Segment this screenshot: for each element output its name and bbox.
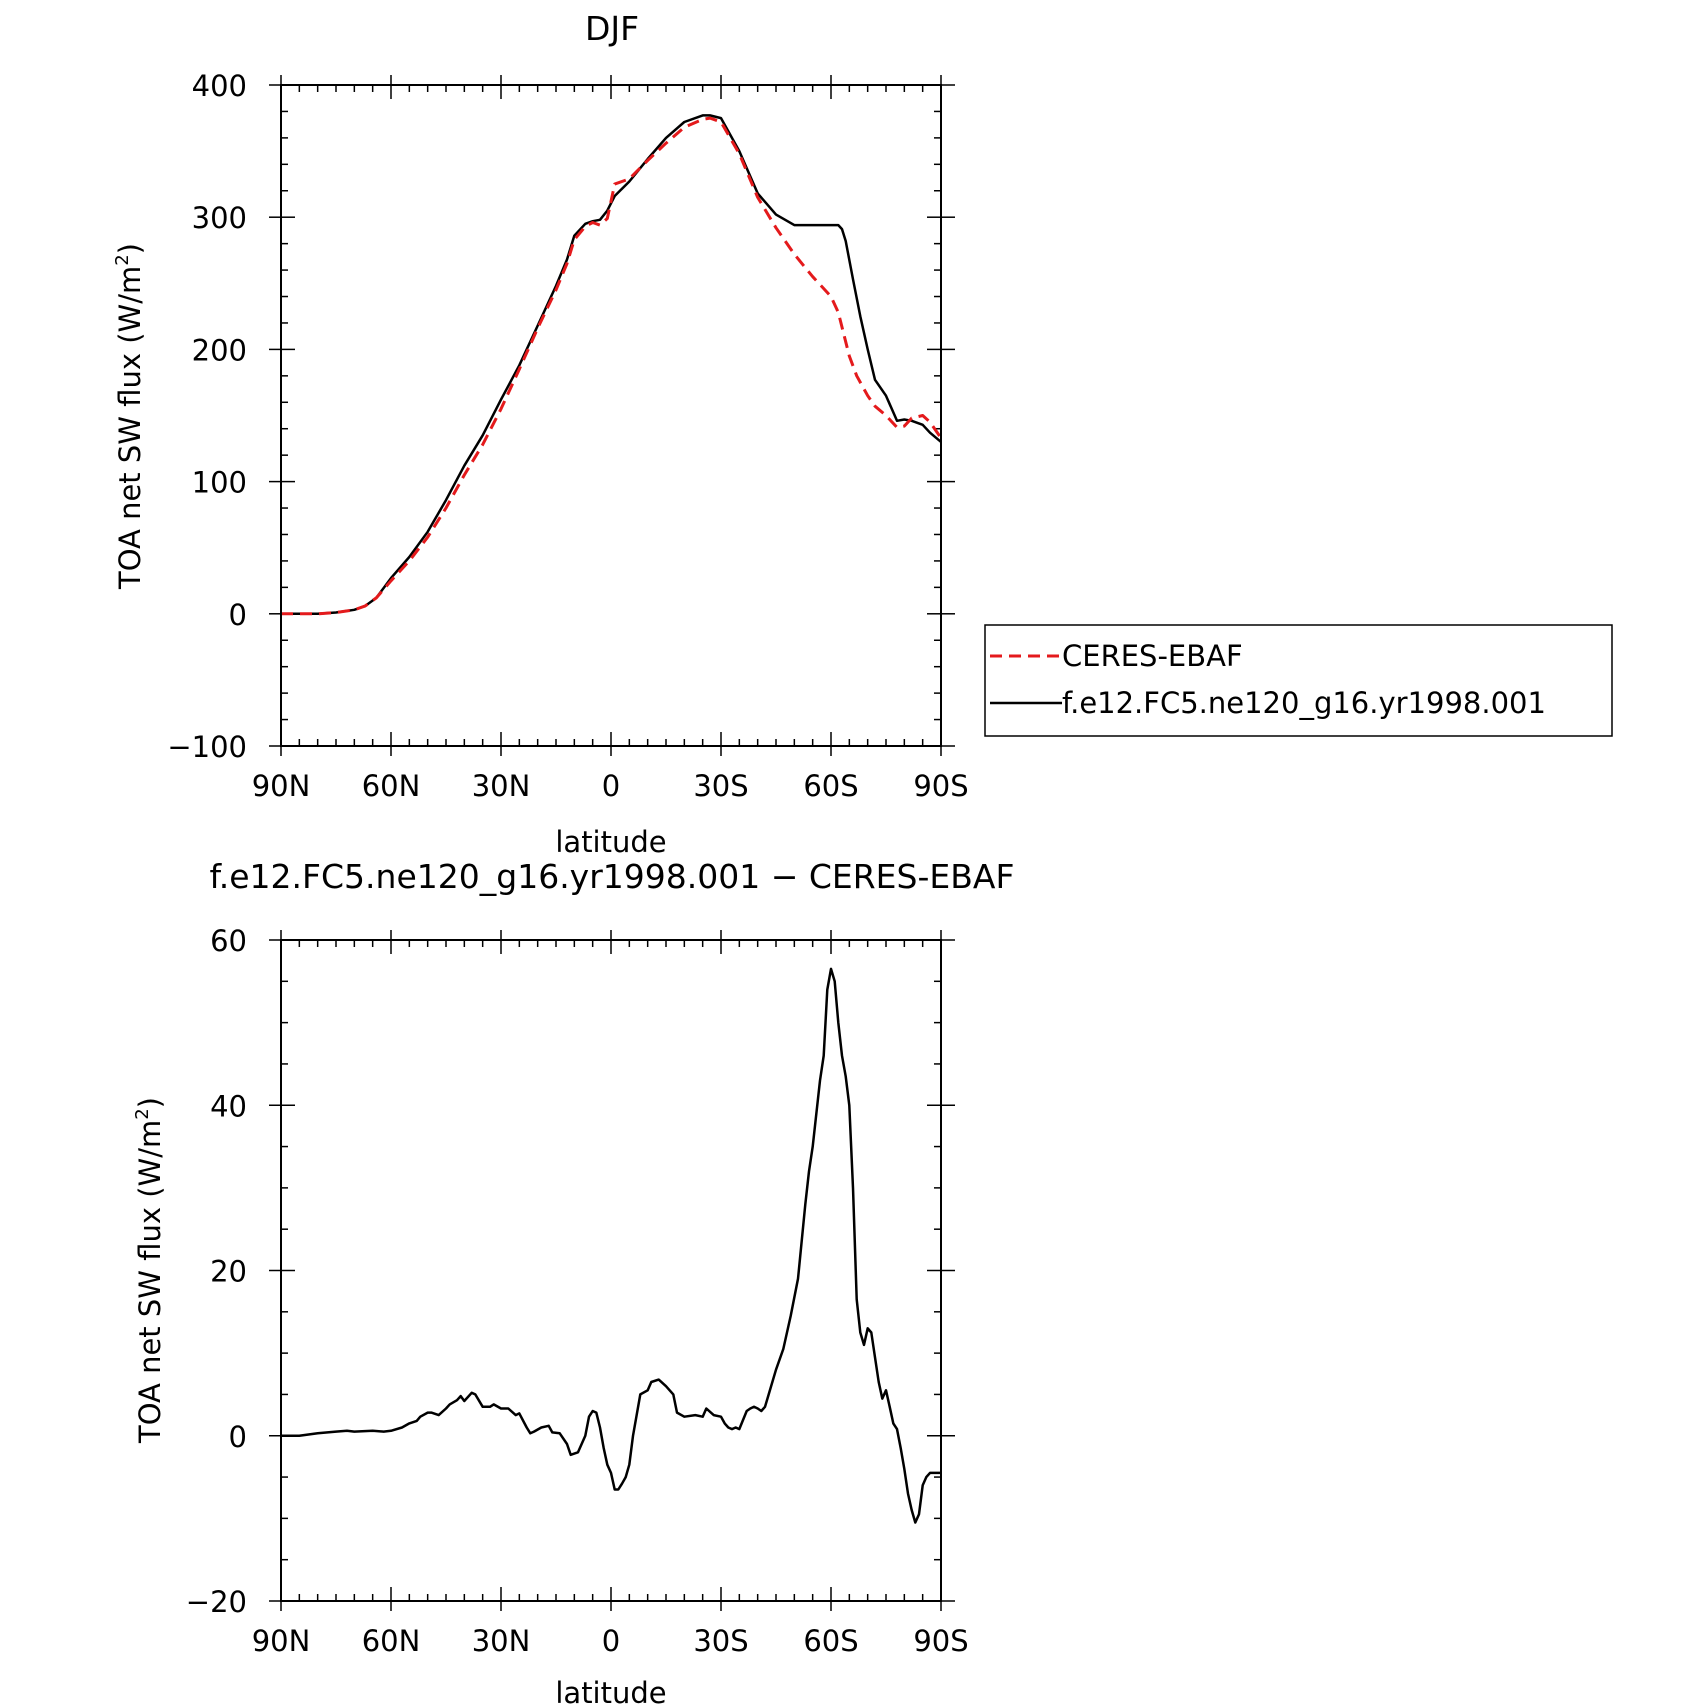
bottom-x-tick-label: 0 <box>602 1624 620 1658</box>
top-y-tick-label: 300 <box>192 201 247 235</box>
bottom-x-tick-label: 60S <box>803 1624 858 1658</box>
top-y-tick-label: −100 <box>167 730 247 764</box>
top-x-tick-label: 60N <box>362 769 421 803</box>
legend-box <box>984 624 1613 737</box>
top-x-tick-label: 0 <box>602 769 620 803</box>
bottom-plot-frame <box>280 939 942 1602</box>
bottom-y-axis-label: TOA net SW flux (W/m2) <box>132 1097 167 1444</box>
top-y-axis-label-sup: 2 <box>112 254 133 265</box>
top-y-axis-label-close: ) <box>113 243 147 254</box>
top-panel: DJF 90N 60N 30N 0 30S 60S 90S 400 300 200 100 0 −10… <box>112 9 1613 859</box>
bottom-y-tick-label: −20 <box>186 1585 247 1619</box>
top-x-tick-label: 90S <box>913 769 968 803</box>
top-x-tick-label: 30S <box>693 769 748 803</box>
top-y-axis-label: TOA net SW flux (W/m2) <box>112 243 147 590</box>
bottom-x-tick-label: 90S <box>913 1624 968 1658</box>
bottom-x-axis-label: latitude <box>555 1676 666 1708</box>
top-ticks <box>269 75 955 756</box>
bottom-y-tick-label: 40 <box>210 1089 247 1123</box>
top-x-tick-label: 60S <box>803 769 858 803</box>
top-y-tick-label: 100 <box>192 466 247 500</box>
top-series-line-model <box>281 114 942 616</box>
bottom-y-axis-label-main: TOA net SW flux (W/m <box>133 1120 167 1444</box>
bottom-ticks <box>269 930 955 1611</box>
bottom-chart-title: f.e12.FC5.ne120_g16.yr1998.001 − CERES-E… <box>210 857 1015 896</box>
bottom-series-line-model <box>281 967 941 1524</box>
bottom-y-tick-labels: 60 40 20 0 −20 <box>186 924 247 1619</box>
top-y-tick-label: 0 <box>229 598 247 632</box>
bottom-y-tick-label: 20 <box>210 1255 247 1289</box>
bottom-x-tick-label: 90N <box>252 1624 311 1658</box>
bottom-x-tick-label: 60N <box>362 1624 421 1658</box>
legend-label-model: f.e12.FC5.ne120_g16.yr1998.001 <box>1062 686 1546 720</box>
top-chart-title: DJF <box>585 9 639 48</box>
top-series-line-ceres <box>281 116 943 616</box>
bottom-y-tick-label: 60 <box>210 924 247 958</box>
bottom-x-tick-label: 30N <box>472 1624 531 1658</box>
legend: CERES-EBAF f.e12.FC5.ne120_g16.yr1998.00… <box>984 624 1613 737</box>
top-y-tick-label: 400 <box>192 69 247 103</box>
top-x-axis-label: latitude <box>555 825 666 859</box>
bottom-y-axis-label-sup: 2 <box>132 1108 153 1119</box>
top-series-layer <box>281 114 943 616</box>
top-x-tick-labels: 90N 60N 30N 0 30S 60S 90S <box>252 769 969 803</box>
bottom-x-tick-labels: 90N 60N 30N 0 30S 60S 90S <box>252 1624 969 1658</box>
top-x-tick-label: 30N <box>472 769 531 803</box>
bottom-y-axis-label-close: ) <box>133 1097 167 1108</box>
bottom-y-tick-label: 0 <box>229 1420 247 1454</box>
top-x-tick-label: 90N <box>252 769 311 803</box>
top-plot-frame <box>280 84 942 747</box>
bottom-panel: f.e12.FC5.ne120_g16.yr1998.001 − CERES-E… <box>132 857 1014 1708</box>
bottom-series-layer <box>281 967 941 1524</box>
bottom-x-tick-label: 30S <box>693 1624 748 1658</box>
top-y-tick-labels: 400 300 200 100 0 −100 <box>167 69 247 764</box>
top-y-axis-label-main: TOA net SW flux (W/m <box>113 266 147 590</box>
legend-label-ceres: CERES-EBAF <box>1062 639 1243 673</box>
top-y-tick-label: 200 <box>192 333 247 367</box>
